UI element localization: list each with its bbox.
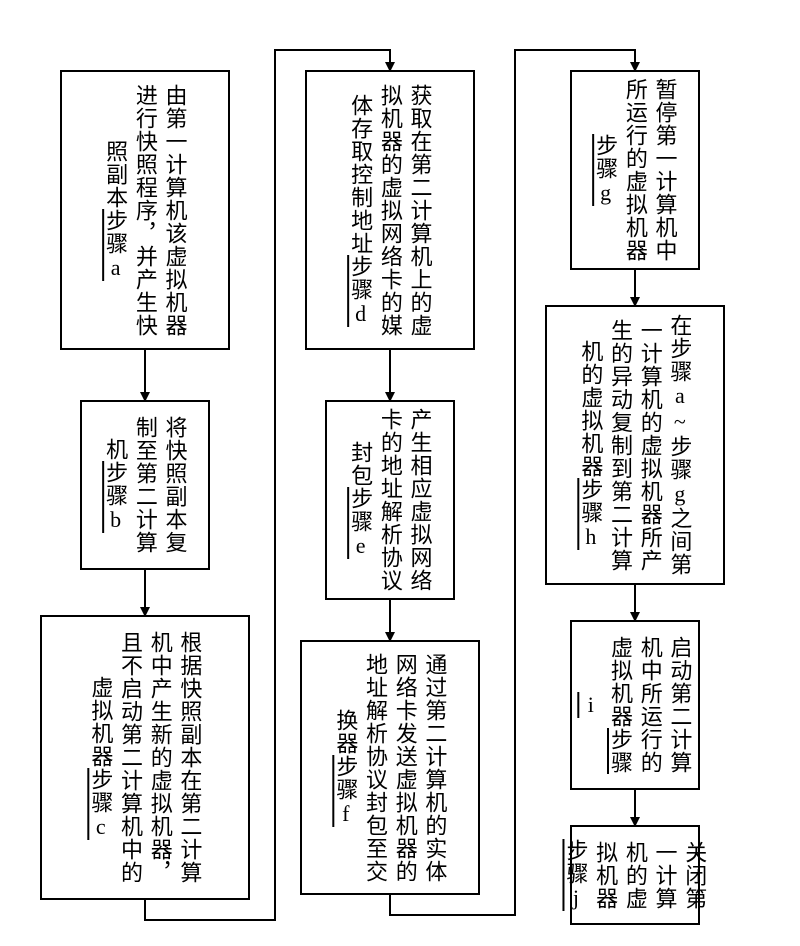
flow-node-text: 将快照副本复制至第二计算机步骤b [100,408,189,562]
flow-node-text: 暂停第一计算机中所运行的虚拟机器步骤g [590,78,679,262]
node-main-text: 根据快照副本在第二计算机中产生新的虚拟机器，且不启动第二计算机中的虚拟机器 [88,631,202,884]
node-step-id: 步骤b [103,461,128,533]
flow-node-text: 根据快照副本在第二计算机中产生新的虚拟机器，且不启动第二计算机中的虚拟机器步骤c [86,623,205,892]
flow-node-c: 根据快照副本在第二计算机中产生新的虚拟机器，且不启动第二计算机中的虚拟机器步骤c [40,615,250,900]
flow-node-f: 通过第二计算机的实体网络卡发送虚拟机器的地址解析协议封包至交换器步骤f [300,640,480,895]
node-step-id: 步骤f [333,755,358,827]
flow-node-b: 将快照副本复制至第二计算机步骤b [80,400,210,570]
node-step-id: 步骤e [348,487,373,559]
flow-node-a: 由第一计算机该虚拟机器进行快照程序，并产生快照副本步骤a [60,70,230,350]
flow-node-text: 通过第二计算机的实体网络卡发送虚拟机器的地址解析协议封包至交换器步骤f [331,648,450,887]
flow-node-text: 获取在第二计算机上的虚拟机器的虚拟网络卡的媒体存取控制地址步骤d [345,78,434,342]
flow-node-text: 关闭第一计算机的虚拟机器步骤j [561,833,709,917]
node-main-text: 暂停第一计算机中所运行的虚拟机器 [623,78,678,262]
node-step-id: 步骤h [578,478,603,550]
node-step-id: 步骤j [563,839,588,911]
flow-node-j: 关闭第一计算机的虚拟机器步骤j [570,825,700,925]
flow-node-h: 在步骤a~步骤g之间第一计算机的虚拟机器所产生的异动复制到第二计算机的虚拟机器步… [545,305,725,585]
node-main-text: 关闭第一计算机的虚拟机器 [593,841,707,910]
flow-node-d: 获取在第二计算机上的虚拟机器的虚拟网络卡的媒体存取控制地址步骤d [305,70,475,350]
node-step-id: 步骤g [593,134,618,206]
node-step-id: 步骤a [103,209,128,281]
flow-node-g: 暂停第一计算机中所运行的虚拟机器步骤g [570,70,700,270]
flow-node-text: 由第一计算机该虚拟机器进行快照程序，并产生快照副本步骤a [100,78,189,342]
flow-node-text: 产生相应虚拟网络卡的地址解析协议封包步骤e [345,408,434,592]
flow-node-e: 产生相应虚拟网络卡的地址解析协议封包步骤e [325,400,455,600]
node-step-id: 步骤d [348,255,373,327]
flowchart-canvas: 由第一计算机该虚拟机器进行快照程序，并产生快照副本步骤a 将快照副本复制至第二计算… [0,0,800,946]
flow-node-text: 在步骤a~步骤g之间第一计算机的虚拟机器所产生的异动复制到第二计算机的虚拟机器步… [576,313,695,577]
node-step-id: 步骤c [88,768,113,840]
flow-node-text: 启动第二计算机中所运行的虚拟机器步骤i [576,628,695,782]
flow-node-i: 启动第二计算机中所运行的虚拟机器步骤i [570,620,700,790]
